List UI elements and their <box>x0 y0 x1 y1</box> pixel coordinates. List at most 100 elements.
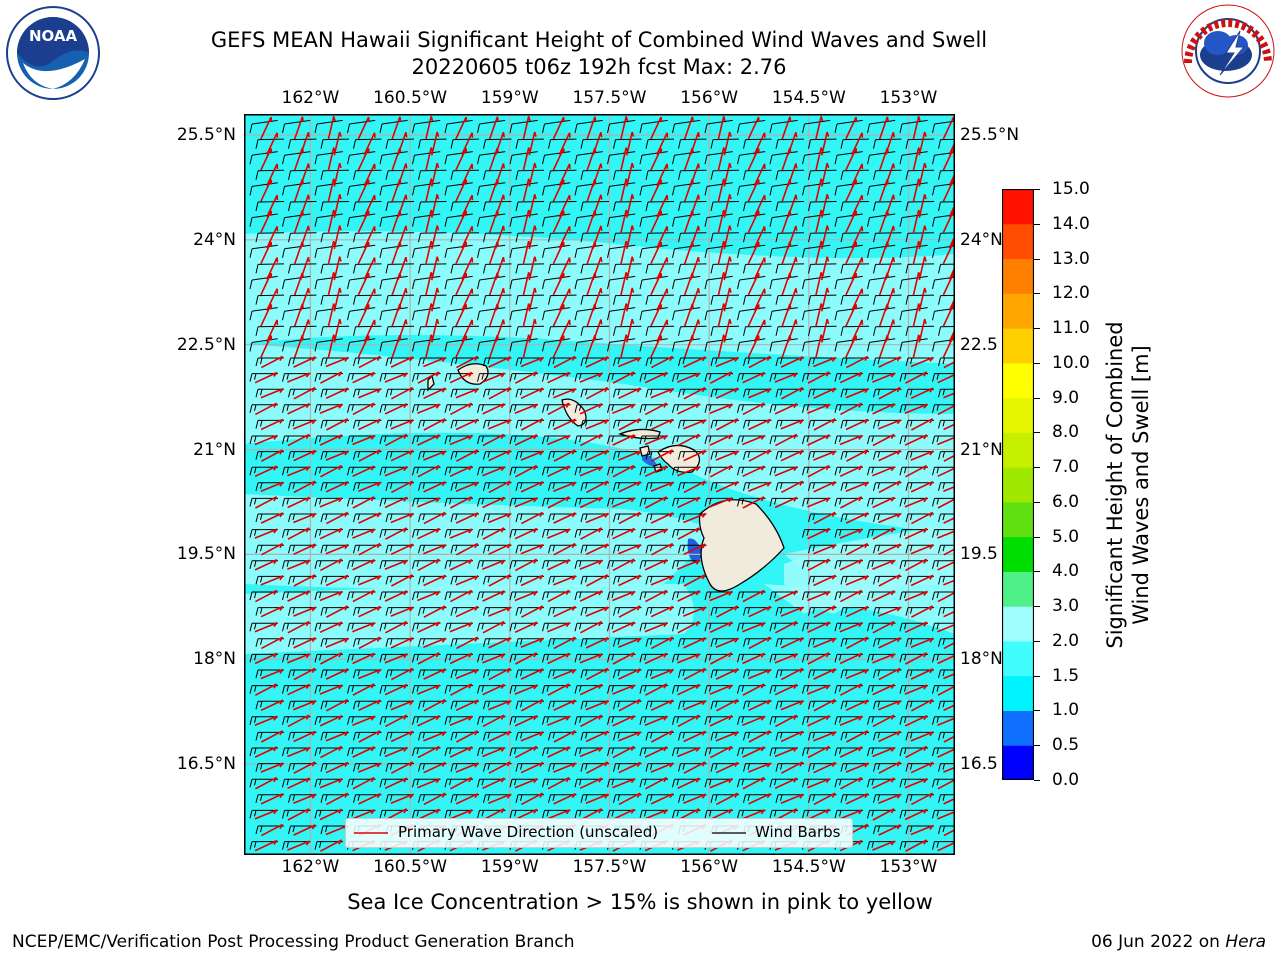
colorbar-segment-4 <box>1002 640 1034 677</box>
colorbar-tick-3: 1.0 <box>1052 700 1080 721</box>
lat-tick-left-2: 24°N <box>193 229 236 250</box>
colorbar-tick-mark-17 <box>1034 223 1040 225</box>
lon-tick-top-6: 154.5°W <box>771 88 846 108</box>
wind-barb-field <box>249 119 955 850</box>
lat-tick-left-5: 19.5°N <box>176 544 236 565</box>
colorbar-tick-mark-12 <box>1034 397 1040 399</box>
colorbar-tick-8: 5.0 <box>1052 526 1080 547</box>
colorbar-frame <box>1002 189 1034 780</box>
colorbar-tick-mark-6 <box>1034 606 1040 608</box>
colorbar-tick-1: 0.0 <box>1052 770 1080 790</box>
wind-barbs <box>249 119 955 850</box>
colorbar-tick-mark-2 <box>1034 745 1040 747</box>
colorbar-tick-15: 12.0 <box>1052 283 1090 304</box>
colorbar-segment-8 <box>1002 501 1034 538</box>
wave-direction-legend-label: Primary Wave Direction (unscaled) <box>398 823 659 841</box>
lat-tick-right-3: 22.5 <box>960 334 998 355</box>
colorbar-segment-3 <box>1002 675 1034 711</box>
colorbar-tick-mark-8 <box>1034 536 1040 538</box>
colorbar-tick-9: 6.0 <box>1052 491 1080 512</box>
colorbar-tick-mark-13 <box>1034 362 1040 364</box>
footer-date-text: 06 Jun 2022 on <box>1091 932 1226 952</box>
wave-arrow-field <box>254 116 955 852</box>
colorbar-tick-11: 8.0 <box>1052 422 1080 443</box>
colorbar-tick-mark-11 <box>1034 432 1040 434</box>
colorbar-tick-16: 13.0 <box>1052 248 1090 269</box>
lon-tick-bottom-4: 157.5°W <box>572 857 647 877</box>
wave-direction-arrows <box>254 116 955 852</box>
colorbar-tick-7: 4.0 <box>1052 561 1080 582</box>
nws-logo <box>1178 3 1278 99</box>
lat-tick-left-1: 25.5°N <box>176 124 236 145</box>
colorbar-tick-mark-3 <box>1034 710 1040 712</box>
footer-producer: NCEP/EMC/Verification Post Processing Pr… <box>12 932 575 952</box>
colorbar-segment-12 <box>1002 362 1034 399</box>
colorbar-segment-6 <box>1002 571 1034 607</box>
map-svg <box>244 114 955 855</box>
colorbar-segment-17 <box>1002 189 1034 225</box>
colorbar-segment-1 <box>1002 745 1034 780</box>
lon-tick-top-2: 160.5°W <box>373 88 448 108</box>
colorbar-tick-mark-9 <box>1034 501 1040 503</box>
island-lanai <box>639 445 651 457</box>
colorbar-tick-17: 14.0 <box>1052 213 1090 234</box>
lon-tick-top-4: 157.5°W <box>572 88 647 108</box>
noaa-logo: NOAA <box>3 5 103 101</box>
colorbar-tick-mark-4 <box>1034 675 1040 677</box>
lon-tick-bottom-6: 154.5°W <box>771 857 846 877</box>
colorbar-segment-15 <box>1002 258 1034 294</box>
colorbar-tick-18: 15.0 <box>1052 179 1090 199</box>
colorbar-tick-14: 11.0 <box>1052 318 1090 339</box>
colorbar-tick-5: 2.0 <box>1052 630 1080 651</box>
wave-height-band-east <box>784 529 944 614</box>
colorbar-tick-mark-7 <box>1034 571 1040 573</box>
wave-height-band-6 <box>244 584 694 654</box>
colorbar-tick-4: 1.5 <box>1052 665 1080 686</box>
lat-tick-right-4: 21°N <box>960 439 1003 460</box>
sea-ice-note-text: Sea Ice Concentration > 15% is shown in … <box>347 890 933 914</box>
colorbar-segment-9 <box>1002 467 1034 503</box>
lat-tick-left-4: 21°N <box>193 439 236 460</box>
map-legend: Primary Wave Direction (unscaled) Wind B… <box>345 818 853 848</box>
map-frame <box>244 114 955 855</box>
island-hawaii <box>698 499 785 592</box>
colorbar-label-line1: Significant Height of Combined <box>1103 321 1127 649</box>
sea-ice-note: Sea Ice Concentration > 15% is shown in … <box>0 890 1280 914</box>
colorbar-tick-mark-1 <box>1034 780 1040 781</box>
lon-tick-top-3: 159°W <box>480 88 539 108</box>
lon-tick-bottom-2: 160.5°W <box>373 857 448 877</box>
lon-tick-top-1: 162°W <box>281 88 340 108</box>
footer-host: Hera <box>1225 932 1266 952</box>
colorbar-tick-mark-18 <box>1034 189 1040 190</box>
colorbar-segment-13 <box>1002 328 1034 364</box>
lat-tick-left-7: 16.5°N <box>176 754 236 775</box>
colorbar-segment-10 <box>1002 432 1034 468</box>
colorbar-segment-2 <box>1002 710 1034 746</box>
lat-tick-right-5: 19.5 <box>960 544 998 565</box>
lat-tick-right-2: 24°N <box>960 229 1003 250</box>
lon-tick-bottom-5: 156°W <box>680 857 739 877</box>
colorbar-tick-13: 10.0 <box>1052 352 1090 373</box>
lon-tick-top-7: 153°W <box>879 88 938 108</box>
lat-tick-right-7: 16.5 <box>960 754 998 775</box>
colorbar-tick-10: 7.0 <box>1052 457 1080 478</box>
colorbar-segment-14 <box>1002 293 1034 329</box>
lon-tick-bottom-3: 159°W <box>480 857 539 877</box>
colorbar-tick-6: 3.0 <box>1052 596 1080 617</box>
colorbar-segment-16 <box>1002 223 1034 260</box>
lat-tick-right-1: 25.5°N <box>960 124 1020 145</box>
colorbar <box>1002 189 1034 780</box>
chart-title: GEFS MEAN Hawaii Significant Height of C… <box>210 28 988 52</box>
colorbar-tick-mark-14 <box>1034 328 1040 330</box>
colorbar-tick-2: 0.5 <box>1052 735 1080 756</box>
colorbar-label-line2: Wind Waves and Swell [m] <box>1129 345 1153 625</box>
low-wave-area <box>687 538 702 563</box>
lon-tick-top-5: 156°W <box>680 88 739 108</box>
colorbar-tick-12: 9.0 <box>1052 387 1080 408</box>
lon-tick-bottom-1: 162°W <box>281 857 340 877</box>
chart-subtitle: 20220605 t06z 192h fcst Max: 2.76 <box>411 55 787 79</box>
lat-tick-left-6: 18°N <box>193 649 236 670</box>
colorbar-segment-11 <box>1002 397 1034 433</box>
colorbar-svg <box>1002 189 1034 780</box>
colorbar-tick-mark-15 <box>1034 293 1040 295</box>
